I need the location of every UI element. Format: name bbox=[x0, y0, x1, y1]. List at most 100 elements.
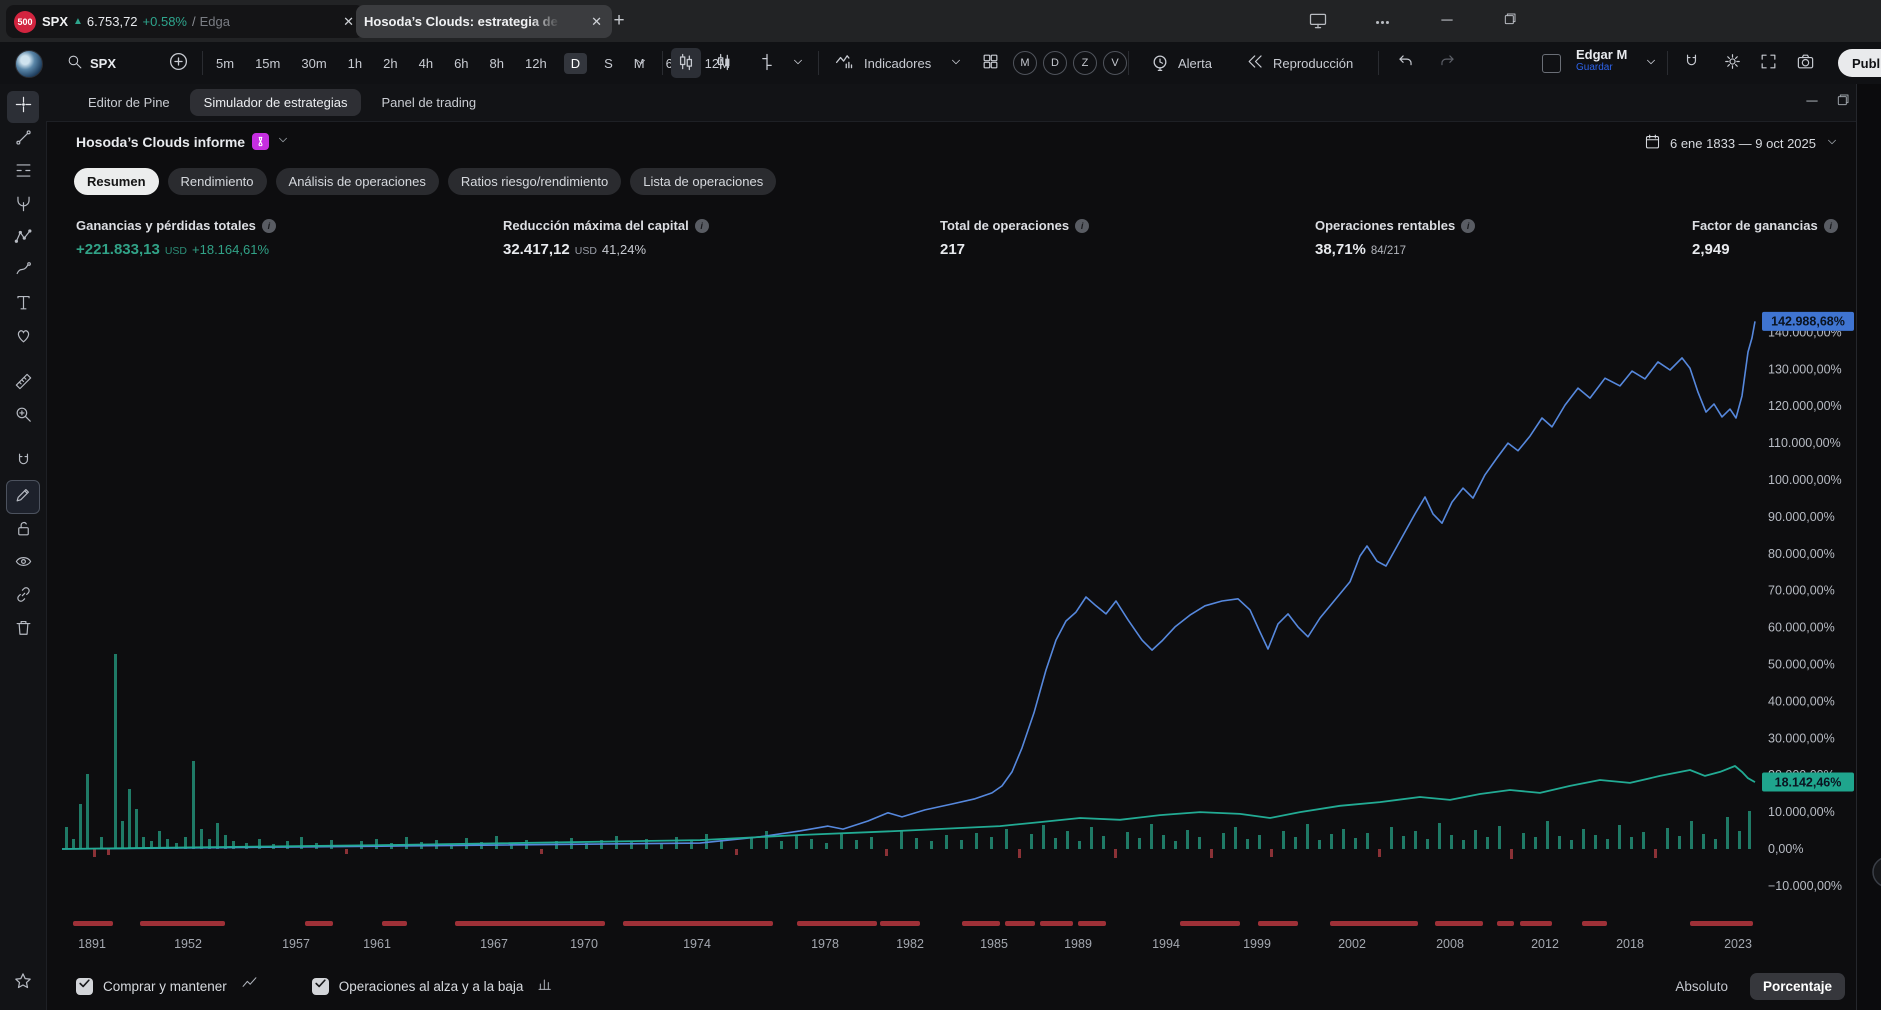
trend-line-icon bbox=[14, 128, 33, 152]
tool-magnet[interactable] bbox=[7, 447, 39, 479]
alert-button[interactable]: Alerta bbox=[1150, 42, 1212, 84]
undo-button[interactable] bbox=[1396, 42, 1415, 84]
info-icon[interactable]: i bbox=[695, 219, 709, 233]
user-avatar[interactable] bbox=[15, 50, 43, 78]
candles-style-button[interactable] bbox=[671, 48, 701, 78]
publish-button[interactable]: Publi bbox=[1838, 49, 1881, 77]
hilo-style-button[interactable] bbox=[757, 42, 777, 84]
style-menu-button[interactable] bbox=[791, 42, 805, 84]
quick-button-D[interactable]: D bbox=[1043, 51, 1067, 75]
save-link[interactable]: Guardar bbox=[1576, 62, 1627, 73]
tool-ruler[interactable] bbox=[7, 368, 39, 400]
overflow-dots-icon[interactable] bbox=[1374, 14, 1391, 36]
report-tab-lista-de-operaciones[interactable]: Lista de operaciones bbox=[630, 168, 776, 195]
quick-button-V[interactable]: V bbox=[1103, 51, 1127, 75]
info-icon[interactable]: i bbox=[1075, 219, 1089, 233]
tool-trend-line[interactable] bbox=[7, 124, 39, 156]
redo-button[interactable] bbox=[1438, 42, 1457, 84]
symbol-label: SPX bbox=[90, 56, 116, 71]
report-tab-rendimiento[interactable]: Rendimiento bbox=[168, 168, 267, 195]
settings-button[interactable] bbox=[1723, 42, 1742, 84]
info-icon[interactable]: i bbox=[1461, 219, 1475, 233]
quick-button-Z[interactable]: Z bbox=[1073, 51, 1097, 75]
timeframe-S[interactable]: S bbox=[600, 53, 617, 74]
timeframe-D[interactable]: D bbox=[564, 53, 587, 74]
tool-lock-drawings[interactable] bbox=[6, 480, 40, 514]
panel-tab-simulador-de-estrategias[interactable]: Simulador de estrategias bbox=[190, 89, 362, 116]
layout-select-checkbox[interactable] bbox=[1542, 42, 1561, 84]
report-tab-ratios-riesgo-rendimiento[interactable]: Ratios riesgo/rendimiento bbox=[448, 168, 621, 195]
tool-xabcd-pattern[interactable] bbox=[7, 223, 39, 255]
stat-value: 217 bbox=[940, 241, 965, 258]
stat-label: Ganancias y pérdidas totales bbox=[76, 218, 256, 233]
buy-hold-checkbox[interactable] bbox=[76, 978, 93, 995]
divider bbox=[1667, 51, 1668, 75]
absolute-mode-button[interactable]: Absoluto bbox=[1675, 979, 1728, 994]
screen-cast-icon[interactable] bbox=[1308, 11, 1328, 36]
report-tab-resumen[interactable]: Resumen bbox=[74, 168, 159, 195]
date-range-picker[interactable]: 6 ene 1833 — 9 oct 2025 bbox=[1644, 133, 1839, 153]
indicators-label: Indicadores bbox=[864, 56, 931, 71]
replay-button[interactable]: Reproducción bbox=[1246, 42, 1353, 84]
link-icon bbox=[14, 585, 33, 609]
long-short-checkbox[interactable] bbox=[312, 978, 329, 995]
tab-separator: / bbox=[192, 14, 196, 29]
stat-unit: USD bbox=[165, 245, 187, 257]
fullscreen-button[interactable] bbox=[1759, 42, 1778, 84]
tool-fib-retracement[interactable] bbox=[7, 157, 39, 189]
tool-text[interactable] bbox=[7, 289, 39, 321]
layout-grid-button[interactable] bbox=[981, 42, 1000, 84]
tool-unlock[interactable] bbox=[7, 515, 39, 547]
symbol-search[interactable]: SPX bbox=[66, 42, 116, 84]
quick-search-button[interactable] bbox=[1682, 42, 1701, 84]
window-restore-icon[interactable] bbox=[1502, 11, 1518, 32]
tool-pitchfork[interactable] bbox=[7, 190, 39, 222]
timeframe-30m[interactable]: 30m bbox=[297, 53, 330, 74]
tool-zoom-in[interactable] bbox=[7, 401, 39, 433]
tool-trash[interactable] bbox=[7, 614, 39, 646]
timeframe-12h[interactable]: 12h bbox=[521, 53, 551, 74]
report-title: Hosoda’s Clouds informe bbox=[76, 134, 245, 150]
stat-unit: USD bbox=[575, 245, 597, 257]
info-icon[interactable]: i bbox=[262, 219, 276, 233]
timeframe-15m[interactable]: 15m bbox=[251, 53, 284, 74]
layout-menu-button[interactable] bbox=[1644, 42, 1658, 84]
panel-minimize-icon[interactable] bbox=[1803, 92, 1821, 115]
stat-value: 38,71% bbox=[1315, 241, 1366, 258]
window-minimize-icon[interactable] bbox=[1438, 11, 1456, 34]
chevron-down-icon bbox=[791, 55, 805, 72]
tool-crosshair[interactable] bbox=[7, 91, 39, 123]
timeframe-menu-button[interactable] bbox=[634, 42, 648, 84]
timeframe-4h[interactable]: 4h bbox=[415, 53, 437, 74]
browser-tab-spx[interactable]: 500 SPX ▲ 6.753,72 +0.58% / Edga ✕ bbox=[6, 5, 364, 38]
timeframe-8h[interactable]: 8h bbox=[486, 53, 508, 74]
browser-tab-hosoda[interactable]: Hosoda’s Clouds: estrategia de Es ✕ bbox=[356, 5, 612, 38]
zoom-in-icon bbox=[14, 405, 33, 429]
info-icon[interactable]: i bbox=[1824, 219, 1838, 233]
tool-brush[interactable] bbox=[7, 256, 39, 288]
report-tab-análisis-de-operaciones[interactable]: Análisis de operaciones bbox=[276, 168, 439, 195]
percent-mode-button[interactable]: Porcentaje bbox=[1750, 973, 1845, 1000]
timeframe-2h[interactable]: 2h bbox=[379, 53, 401, 74]
strategy-icon bbox=[252, 133, 269, 150]
snapshot-button[interactable] bbox=[1796, 42, 1815, 84]
close-tab-icon[interactable]: ✕ bbox=[341, 14, 356, 30]
new-tab-button[interactable]: + bbox=[606, 8, 632, 34]
quick-button-M[interactable]: M bbox=[1013, 51, 1037, 75]
compare-add-button[interactable] bbox=[168, 42, 189, 84]
report-title-group[interactable]: Hosoda’s Clouds informe bbox=[76, 133, 290, 150]
close-tab-icon[interactable]: ✕ bbox=[589, 14, 604, 30]
tool-emoji-heart[interactable] bbox=[7, 322, 39, 354]
panel-tab-panel-de-trading[interactable]: Panel de trading bbox=[367, 89, 490, 116]
timeframe-5m[interactable]: 5m bbox=[212, 53, 238, 74]
tool-link[interactable] bbox=[7, 581, 39, 613]
panel-restore-icon[interactable] bbox=[1835, 92, 1851, 115]
timeframe-6h[interactable]: 6h bbox=[450, 53, 472, 74]
tool-star[interactable] bbox=[7, 967, 39, 999]
timeframe-1h[interactable]: 1h bbox=[344, 53, 366, 74]
indicators-button[interactable]: Indicadores bbox=[834, 42, 963, 84]
tool-eye[interactable] bbox=[7, 548, 39, 580]
layout-name[interactable]: Edgar M Guardar bbox=[1576, 47, 1627, 73]
hollow-candles-button[interactable] bbox=[714, 42, 734, 84]
panel-tab-editor-de-pine[interactable]: Editor de Pine bbox=[74, 89, 184, 116]
